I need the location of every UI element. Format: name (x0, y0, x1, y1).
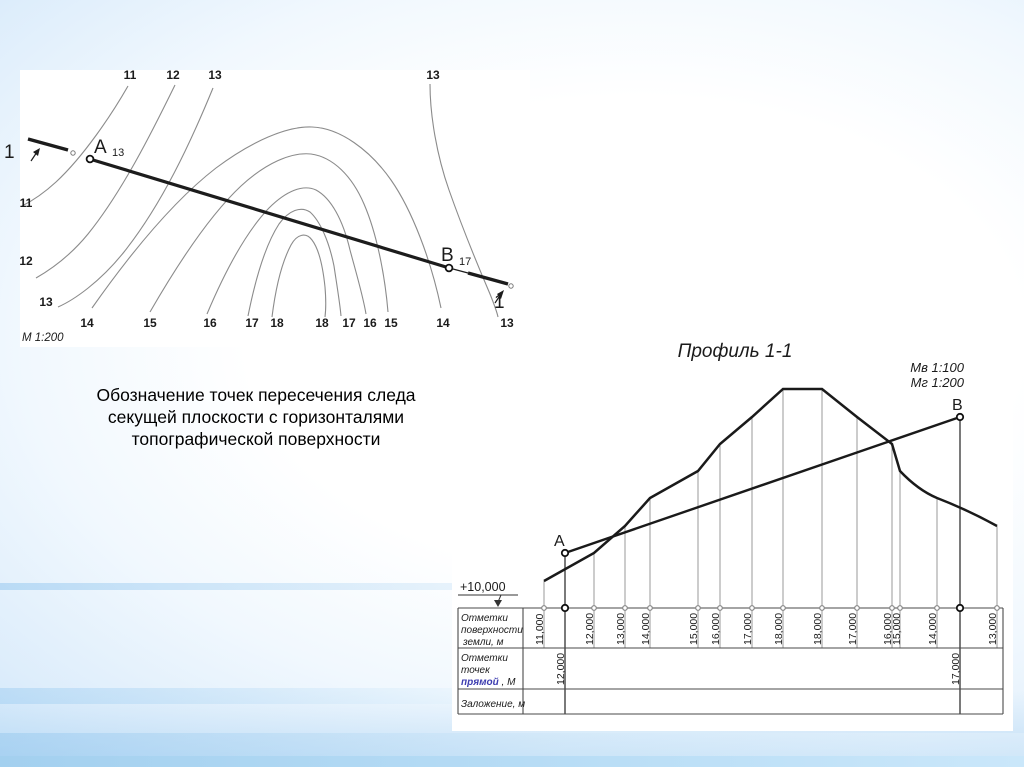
contour-labels-top: 11 12 13 13 (124, 68, 440, 82)
elevation-value: 12,000 (584, 613, 596, 645)
contour-label: 18 (270, 316, 284, 330)
point-a-marker (85, 154, 95, 164)
contour-label: 16 (203, 316, 217, 330)
elevation-value: 15,000 (891, 613, 903, 645)
elevation-value: 18,000 (812, 613, 824, 645)
section-arrow-left (33, 148, 40, 156)
point-a-sub: 13 (112, 147, 124, 159)
section-tick (508, 283, 514, 289)
elevation-value: 12,000 (555, 653, 567, 685)
contour-label: 11 (20, 196, 33, 210)
contour-label: 12 (166, 68, 180, 82)
contour-labels-left: 11 12 13 (19, 196, 53, 309)
point-b-sub: 17 (459, 256, 471, 268)
contour-label: 16 (363, 316, 377, 330)
elevation-value: 14,000 (927, 613, 939, 645)
contour-line (149, 153, 389, 313)
contour-line (91, 126, 442, 309)
contour-label: 17 (245, 316, 259, 330)
terrain-profile-line (543, 387, 998, 583)
elevation-value: 17,000 (847, 613, 859, 645)
contour-line (271, 234, 327, 318)
line-elevation-values: 12,000 17,000 (555, 653, 962, 685)
row3-label: Заложение, м (461, 699, 525, 710)
datum-label: +10,000 (460, 580, 506, 594)
row2-label: Отметки (461, 653, 508, 664)
caption-line: топографической поверхности (131, 429, 381, 449)
map-scale-label: М 1:200 (22, 332, 64, 344)
contour-lines (21, 83, 499, 318)
row2-label-suffix: , М (502, 677, 517, 688)
contour-label: 17 (342, 316, 356, 330)
contour-line (21, 85, 129, 207)
bottom-strip (0, 756, 1024, 767)
elevation-value: 11,000 (534, 614, 546, 645)
contour-label: 13 (208, 68, 222, 82)
contour-label: 12 (19, 254, 33, 268)
section-arrow-right (497, 290, 504, 299)
contour-labels-bottom: 14 15 16 17 18 18 17 16 15 14 13 (80, 316, 514, 330)
point-a-label: А (94, 137, 107, 158)
contour-line (429, 83, 499, 318)
contour-label: 11 (124, 68, 137, 82)
caption-line: Обозначение точек пересечения следа (96, 385, 416, 405)
profile-scale-horizontal: Мг 1:200 (911, 375, 965, 390)
row2-label-line3: прямой , М (461, 677, 516, 688)
section-line-ab (564, 415, 961, 555)
profile-chart: Профиль 1-1 Мв 1:100 Мг 1:200 (452, 341, 1013, 731)
row1-label: Отметки (461, 613, 508, 624)
datum-arrowhead (494, 600, 502, 607)
contour-label: 13 (500, 316, 514, 330)
contour-label: 15 (384, 316, 398, 330)
section-label-right: 1 (494, 292, 505, 313)
point-a-marker (560, 548, 570, 558)
row1-label: земли, м (462, 637, 504, 648)
elevation-value: 18,000 (773, 613, 785, 645)
contour-label: 15 (143, 316, 157, 330)
row2-label: точек (461, 665, 491, 676)
point-a-baseline-marker (560, 603, 570, 613)
elevation-value: 14,000 (640, 613, 652, 645)
profile-title: Профиль 1-1 (678, 341, 793, 362)
contour-label: 13 (39, 295, 53, 309)
elevation-value: 13,000 (615, 613, 627, 645)
row2-label-highlight: прямой (461, 677, 499, 688)
profile-point-b-label: В (952, 397, 963, 414)
profile-panel (452, 343, 1013, 731)
contour-line (57, 87, 214, 308)
point-b-marker (955, 412, 965, 422)
caption: Обозначение точек пересечения следа секу… (60, 384, 452, 450)
point-b-marker (444, 263, 454, 273)
point-b-label: В (441, 245, 454, 266)
contour-line (35, 84, 176, 279)
profile-table-grid (457, 607, 1004, 715)
row1-label: поверхности (461, 625, 523, 636)
elevation-value: 13,000 (987, 613, 999, 645)
section-label-left: 1 (4, 142, 15, 163)
point-b-baseline-marker (955, 603, 965, 613)
baseline-markers (541, 605, 1000, 611)
elevation-value: 16,000 (710, 613, 722, 645)
contour-label: 14 (80, 316, 94, 330)
profile-point-a-label: А (554, 533, 565, 550)
topo-map: 1 1 А 13 В 17 11 12 13 13 11 12 13 14 15… (4, 68, 530, 347)
caption-line: секущей плоскости с горизонталями (107, 407, 405, 427)
map-panel (20, 70, 530, 347)
ground-elevation-values: 11,000 12,000 13,000 14,000 15,000 16,00… (534, 613, 999, 645)
table-row-labels: Отметки поверхности земли, м Отметки точ… (461, 613, 525, 710)
point-ordinates (564, 417, 961, 714)
elevation-value: 17,000 (950, 653, 962, 685)
contour-line (206, 187, 367, 315)
elevation-value: 15,000 (688, 613, 700, 645)
section-tick (70, 150, 76, 156)
elevation-value: 16,000 (882, 613, 894, 645)
contour-line (247, 208, 342, 317)
profile-scale-vertical: Мв 1:100 (910, 360, 965, 375)
elevation-value: 17,000 (742, 613, 754, 645)
contour-label: 18 (315, 316, 329, 330)
background-band (0, 733, 1024, 756)
contour-label: 14 (436, 316, 450, 330)
contour-label: 13 (426, 68, 440, 82)
